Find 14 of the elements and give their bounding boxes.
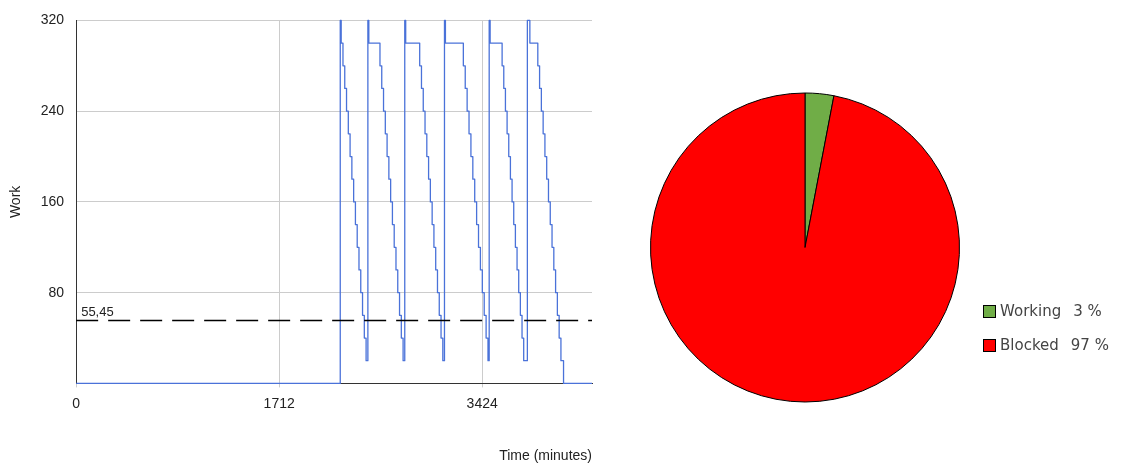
x-axis-title: Time (minutes) xyxy=(499,447,592,464)
y-tick-label: 80 xyxy=(48,283,65,300)
x-tick-label: 1712 xyxy=(263,394,295,411)
ref-line-label: 55,45 xyxy=(81,303,114,319)
data-label: 3 % xyxy=(1073,302,1102,320)
x-tick-label: 3424 xyxy=(466,394,498,411)
y-tick-label: 240 xyxy=(40,102,65,119)
y-tick-label: 320 xyxy=(40,11,65,28)
y-axis-title: Work xyxy=(7,184,24,219)
legend-label: Working xyxy=(1000,302,1062,320)
y-tick-label: 160 xyxy=(40,192,65,209)
x-tick-label: 0 xyxy=(72,394,81,411)
legend-label: Blocked xyxy=(1000,336,1059,354)
data-label: 97 % xyxy=(1070,336,1109,354)
